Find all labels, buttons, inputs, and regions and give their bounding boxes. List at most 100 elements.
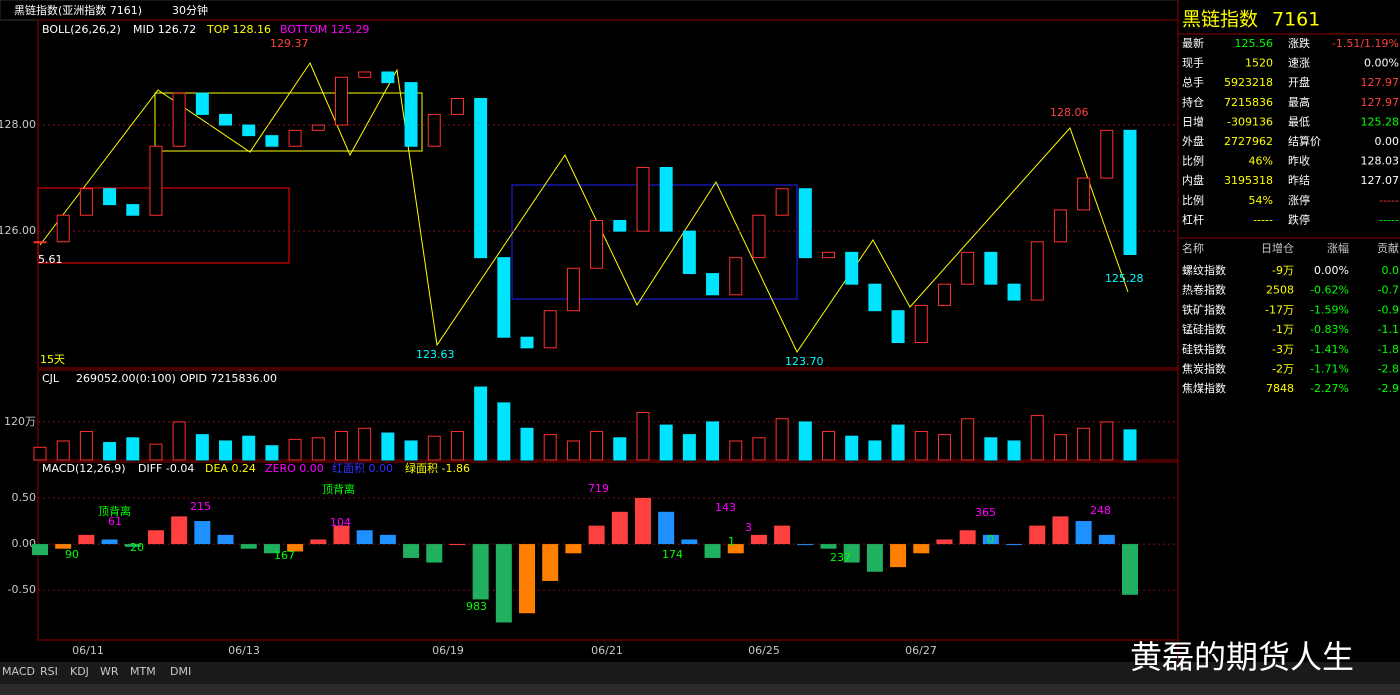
candle: [126, 204, 140, 216]
volume-bar: [404, 440, 418, 461]
legend: BOTTOM 125.29: [280, 23, 369, 36]
volume-bar: [381, 432, 395, 461]
sector-cell: -1.71%: [1310, 363, 1349, 376]
legend: MID 126.72: [133, 23, 196, 36]
sector-cell: 螺纹指数: [1182, 263, 1226, 277]
volume-bar: [242, 435, 256, 461]
quote-value: -----: [1253, 213, 1273, 226]
macd-bar: [936, 539, 953, 545]
volume-bar: [33, 446, 47, 461]
quote-label: 涨停: [1288, 193, 1310, 207]
volume-bar: [474, 386, 488, 461]
tab[interactable]: KDJ: [70, 665, 89, 678]
macd-bar: [774, 525, 791, 545]
candle: [914, 304, 928, 344]
candle: [474, 98, 488, 259]
candle: [381, 71, 395, 84]
volume-bar: [1077, 427, 1091, 461]
annotation: 128.06: [1050, 106, 1089, 119]
macd-bar: [727, 544, 744, 554]
annotation: 983: [466, 600, 487, 613]
volume-bar: [590, 430, 604, 461]
legend: 绿面积 -1.86: [405, 461, 470, 475]
quote-value: 54%: [1249, 194, 1273, 207]
candle: [1100, 129, 1114, 179]
macd-bar: [240, 544, 257, 549]
candle: [891, 310, 905, 344]
sector-cell: -1.8: [1378, 343, 1399, 356]
macd-bar: [356, 530, 373, 545]
macd-bar: [634, 497, 651, 545]
annotation: 顶背离: [98, 504, 131, 518]
macd-bar: [588, 525, 605, 545]
candle: [1007, 283, 1021, 301]
candle: [1123, 129, 1137, 255]
candle: [798, 188, 812, 259]
quote-label: 持仓: [1182, 95, 1204, 109]
candle: [1030, 241, 1044, 301]
tab[interactable]: MTM: [130, 665, 156, 678]
volume-bar: [543, 434, 557, 461]
sector-cell: -0.83%: [1310, 323, 1349, 336]
macd-bar: [542, 544, 559, 581]
macd-bar: [959, 530, 976, 545]
volume-bar: [103, 442, 117, 461]
tab[interactable]: WR: [100, 665, 119, 678]
volume-bar: [822, 430, 836, 461]
candle: [984, 251, 998, 285]
annotation: 104: [330, 516, 351, 529]
annotation: 0: [987, 533, 994, 546]
sector-cell: -2.8: [1378, 363, 1399, 376]
candle: [242, 124, 256, 137]
quote-value: 5923218: [1224, 76, 1273, 89]
macd-bar: [1052, 516, 1069, 545]
sector-cell: 7848: [1266, 382, 1294, 395]
candle: [659, 166, 673, 232]
annotation: 125.28: [1105, 272, 1144, 285]
candle: [868, 283, 882, 312]
macd-bar: [310, 539, 327, 545]
sector-header: 名称: [1182, 241, 1204, 255]
candle: [79, 188, 93, 216]
header-title: 黑链指数(亚洲指数 7161): [14, 3, 142, 17]
quote-value: 2727962: [1224, 135, 1273, 148]
annotation: 20: [130, 541, 144, 554]
macd-bar: [1122, 544, 1138, 595]
sector-cell: 0.00%: [1314, 264, 1349, 277]
annotation: 248: [1090, 504, 1111, 517]
annotation: 15天: [40, 353, 65, 366]
candle: [288, 129, 302, 147]
volume-bar: [79, 430, 93, 461]
x-label: 06/25: [748, 644, 780, 657]
tab-bar: [0, 662, 1400, 684]
legend: CJL: [42, 372, 60, 385]
quote-value: 3195318: [1224, 174, 1273, 187]
candle: [706, 273, 720, 296]
tab[interactable]: MACD: [2, 665, 35, 678]
candle: [149, 145, 163, 216]
legend: MACD(12,26,9): [42, 462, 126, 475]
quote-label: 比例: [1182, 193, 1204, 207]
legend: 红面积 0.00: [332, 462, 393, 475]
quote-label: 内盘: [1182, 173, 1204, 187]
macd-bar: [565, 544, 582, 554]
volume-bar: [937, 434, 951, 461]
period[interactable]: 30分钟: [172, 3, 208, 17]
candle: [33, 241, 47, 244]
volume-bar: [845, 435, 859, 461]
quote-title: 黑链指数: [1182, 9, 1258, 31]
candle: [56, 214, 70, 243]
volume-bar: [265, 445, 279, 461]
sector-cell: -0.9: [1378, 303, 1399, 316]
tab[interactable]: DMI: [170, 665, 191, 678]
candle: [822, 251, 836, 259]
tab[interactable]: RSI: [40, 665, 58, 678]
annotation: 5.61: [38, 253, 63, 266]
quote-label: 现手: [1182, 56, 1204, 70]
candle: [775, 188, 789, 216]
sector-cell: 热卷指数: [1182, 283, 1226, 297]
quote-value: 125.56: [1235, 37, 1274, 50]
quote-label: 外盘: [1182, 134, 1204, 148]
annotation: 3: [745, 521, 752, 534]
macd-bar: [797, 544, 814, 546]
